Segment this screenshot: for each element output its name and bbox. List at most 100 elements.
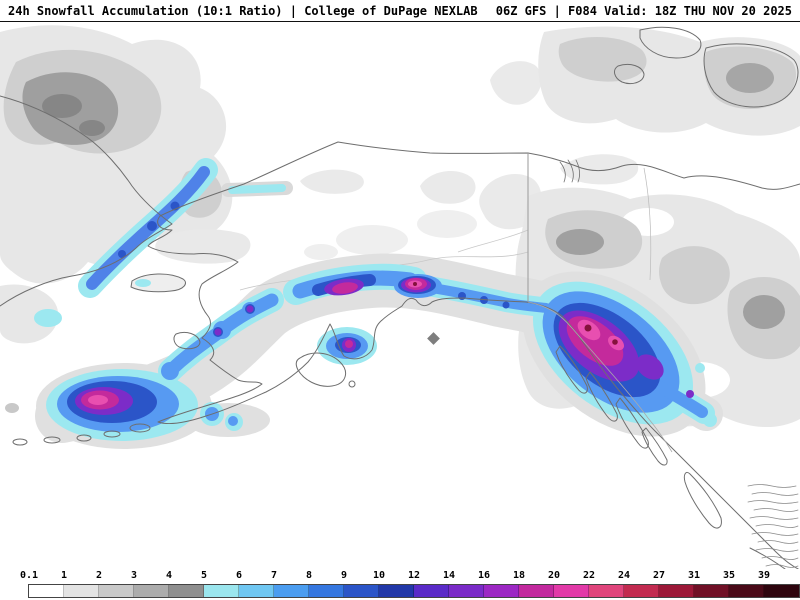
- shade-blob: [336, 225, 408, 255]
- fjord-line: [757, 540, 799, 544]
- colorbar-segment: [64, 585, 99, 597]
- shade-blob: [131, 273, 186, 292]
- colorbar-tick: 6: [235, 570, 243, 581]
- model-run-info: 06Z GFS | F084 Valid: 18Z THU NOV 20 202…: [495, 3, 792, 18]
- colorbar-segment: [729, 585, 764, 597]
- coastline-island: [555, 345, 588, 394]
- colorbar-segment: [99, 585, 134, 597]
- colorbar-tick: 4: [165, 570, 173, 581]
- colorbar-segment: [519, 585, 554, 597]
- shade-blob: [300, 169, 364, 194]
- colorbar-segment: [134, 585, 169, 597]
- colorbar-tick: 9: [340, 570, 348, 581]
- coastline-island: [76, 434, 92, 442]
- fjord-line: [747, 500, 799, 504]
- colorbar-segment: [484, 585, 519, 597]
- shade-blob: [743, 295, 785, 329]
- coastline-st-lawrence: [130, 273, 186, 293]
- coastline-chukotka: [0, 95, 173, 307]
- snow-blob: [686, 390, 694, 398]
- shade-blob: [558, 37, 647, 82]
- colorbar-tick: 35: [722, 570, 736, 581]
- coastline-kodiak: [295, 352, 347, 387]
- shade-blob: [0, 284, 59, 344]
- colorbar-tick: 2: [95, 570, 103, 581]
- colorbar-tick: 0.1: [19, 570, 39, 581]
- fjord-line: [755, 548, 799, 552]
- snow-blob: [214, 328, 222, 336]
- shade-blob: [726, 63, 774, 93]
- coastlines-layer: [0, 26, 800, 577]
- coastline-haida-gwaii: [683, 471, 722, 529]
- colorbar-segment: [274, 585, 309, 597]
- coastline-alaska-west-south: [147, 215, 800, 571]
- snow-blob: [246, 305, 254, 313]
- coastline-arctic-island: [639, 26, 702, 59]
- contour-darkred: [413, 282, 618, 345]
- coastline-arctic-island: [614, 63, 645, 85]
- snow-core: [612, 339, 618, 345]
- colorbar-segment: [344, 585, 379, 597]
- bc-fjord-lines: [747, 484, 799, 568]
- colorbar-segment: [414, 585, 449, 597]
- snow-blob: [695, 363, 705, 373]
- coastline-nunivak: [173, 331, 201, 350]
- colorbar-legend: 0.1 1 2 3 4 5 6 7 8 9 10 12 14 16 18 20 22 24 27 31 35 39: [0, 569, 800, 600]
- snow-blob: [228, 416, 238, 426]
- shade-blob: [155, 229, 251, 264]
- snow-core: [413, 282, 417, 286]
- snow-band: [228, 184, 286, 194]
- colorbar-tick: 18: [512, 570, 526, 581]
- colorbar-segment: [239, 585, 274, 597]
- borders-layer: [527, 153, 673, 453]
- shade-blob: [79, 120, 105, 136]
- coastline-island: [615, 397, 649, 449]
- colorbar-segment: [449, 585, 484, 597]
- snow-blob: [118, 250, 126, 258]
- colorbar-segment: [379, 585, 414, 597]
- colorbar-segment: [659, 585, 694, 597]
- shade-blob: [420, 171, 476, 204]
- colorbar-segment: [169, 585, 204, 597]
- colorbar-tick: 24: [617, 570, 631, 581]
- shade-blob: [490, 61, 542, 105]
- colorbar-segment: [624, 585, 659, 597]
- fjord-line: [761, 556, 799, 560]
- colorbar-tick: 20: [547, 570, 561, 581]
- colorbar-tick: 22: [582, 570, 596, 581]
- fjord-line: [753, 508, 799, 512]
- colorbar-segment: [554, 585, 589, 597]
- colorbar-segment: [589, 585, 624, 597]
- snow-blob: [636, 354, 664, 380]
- shade-blob: [417, 210, 477, 238]
- colorbar-tick: 27: [652, 570, 666, 581]
- colorbar-tick: 1: [60, 570, 68, 581]
- shade-blob: [5, 403, 19, 413]
- colorbar-tick-labels: 0.1 1 2 3 4 5 6 7 8 9 10 12 14 16 18 20 22 24 27 31 35 39: [20, 570, 800, 583]
- coastline-island: [641, 427, 668, 466]
- shade-diamond: [427, 332, 440, 345]
- snow-band: [648, 377, 708, 418]
- border-alaska-bc: [527, 301, 673, 453]
- colorbar-tick: 16: [477, 570, 491, 581]
- coastline-island: [43, 436, 61, 444]
- colorbar-segment: [764, 585, 799, 597]
- snow-blob: [332, 282, 358, 294]
- fjord-line: [755, 524, 799, 528]
- colorbar-strip: [28, 584, 800, 598]
- coastline-island: [129, 423, 151, 433]
- colorbar-tick: 12: [407, 570, 421, 581]
- snow-blob: [502, 301, 510, 309]
- colorbar-segment: [694, 585, 729, 597]
- colorbar-tick: 39: [757, 570, 771, 581]
- fjord-line: [747, 484, 797, 488]
- shade-blob: [659, 246, 730, 305]
- coastline-arctic-island: [703, 43, 799, 108]
- colorbar-tick: 10: [372, 570, 386, 581]
- snowfall-contours-layer: [34, 158, 717, 441]
- colorbar-tick: 14: [442, 570, 456, 581]
- shade-blob: [556, 229, 604, 255]
- fjord-line: [749, 516, 799, 520]
- colorbar-segment: [29, 585, 64, 597]
